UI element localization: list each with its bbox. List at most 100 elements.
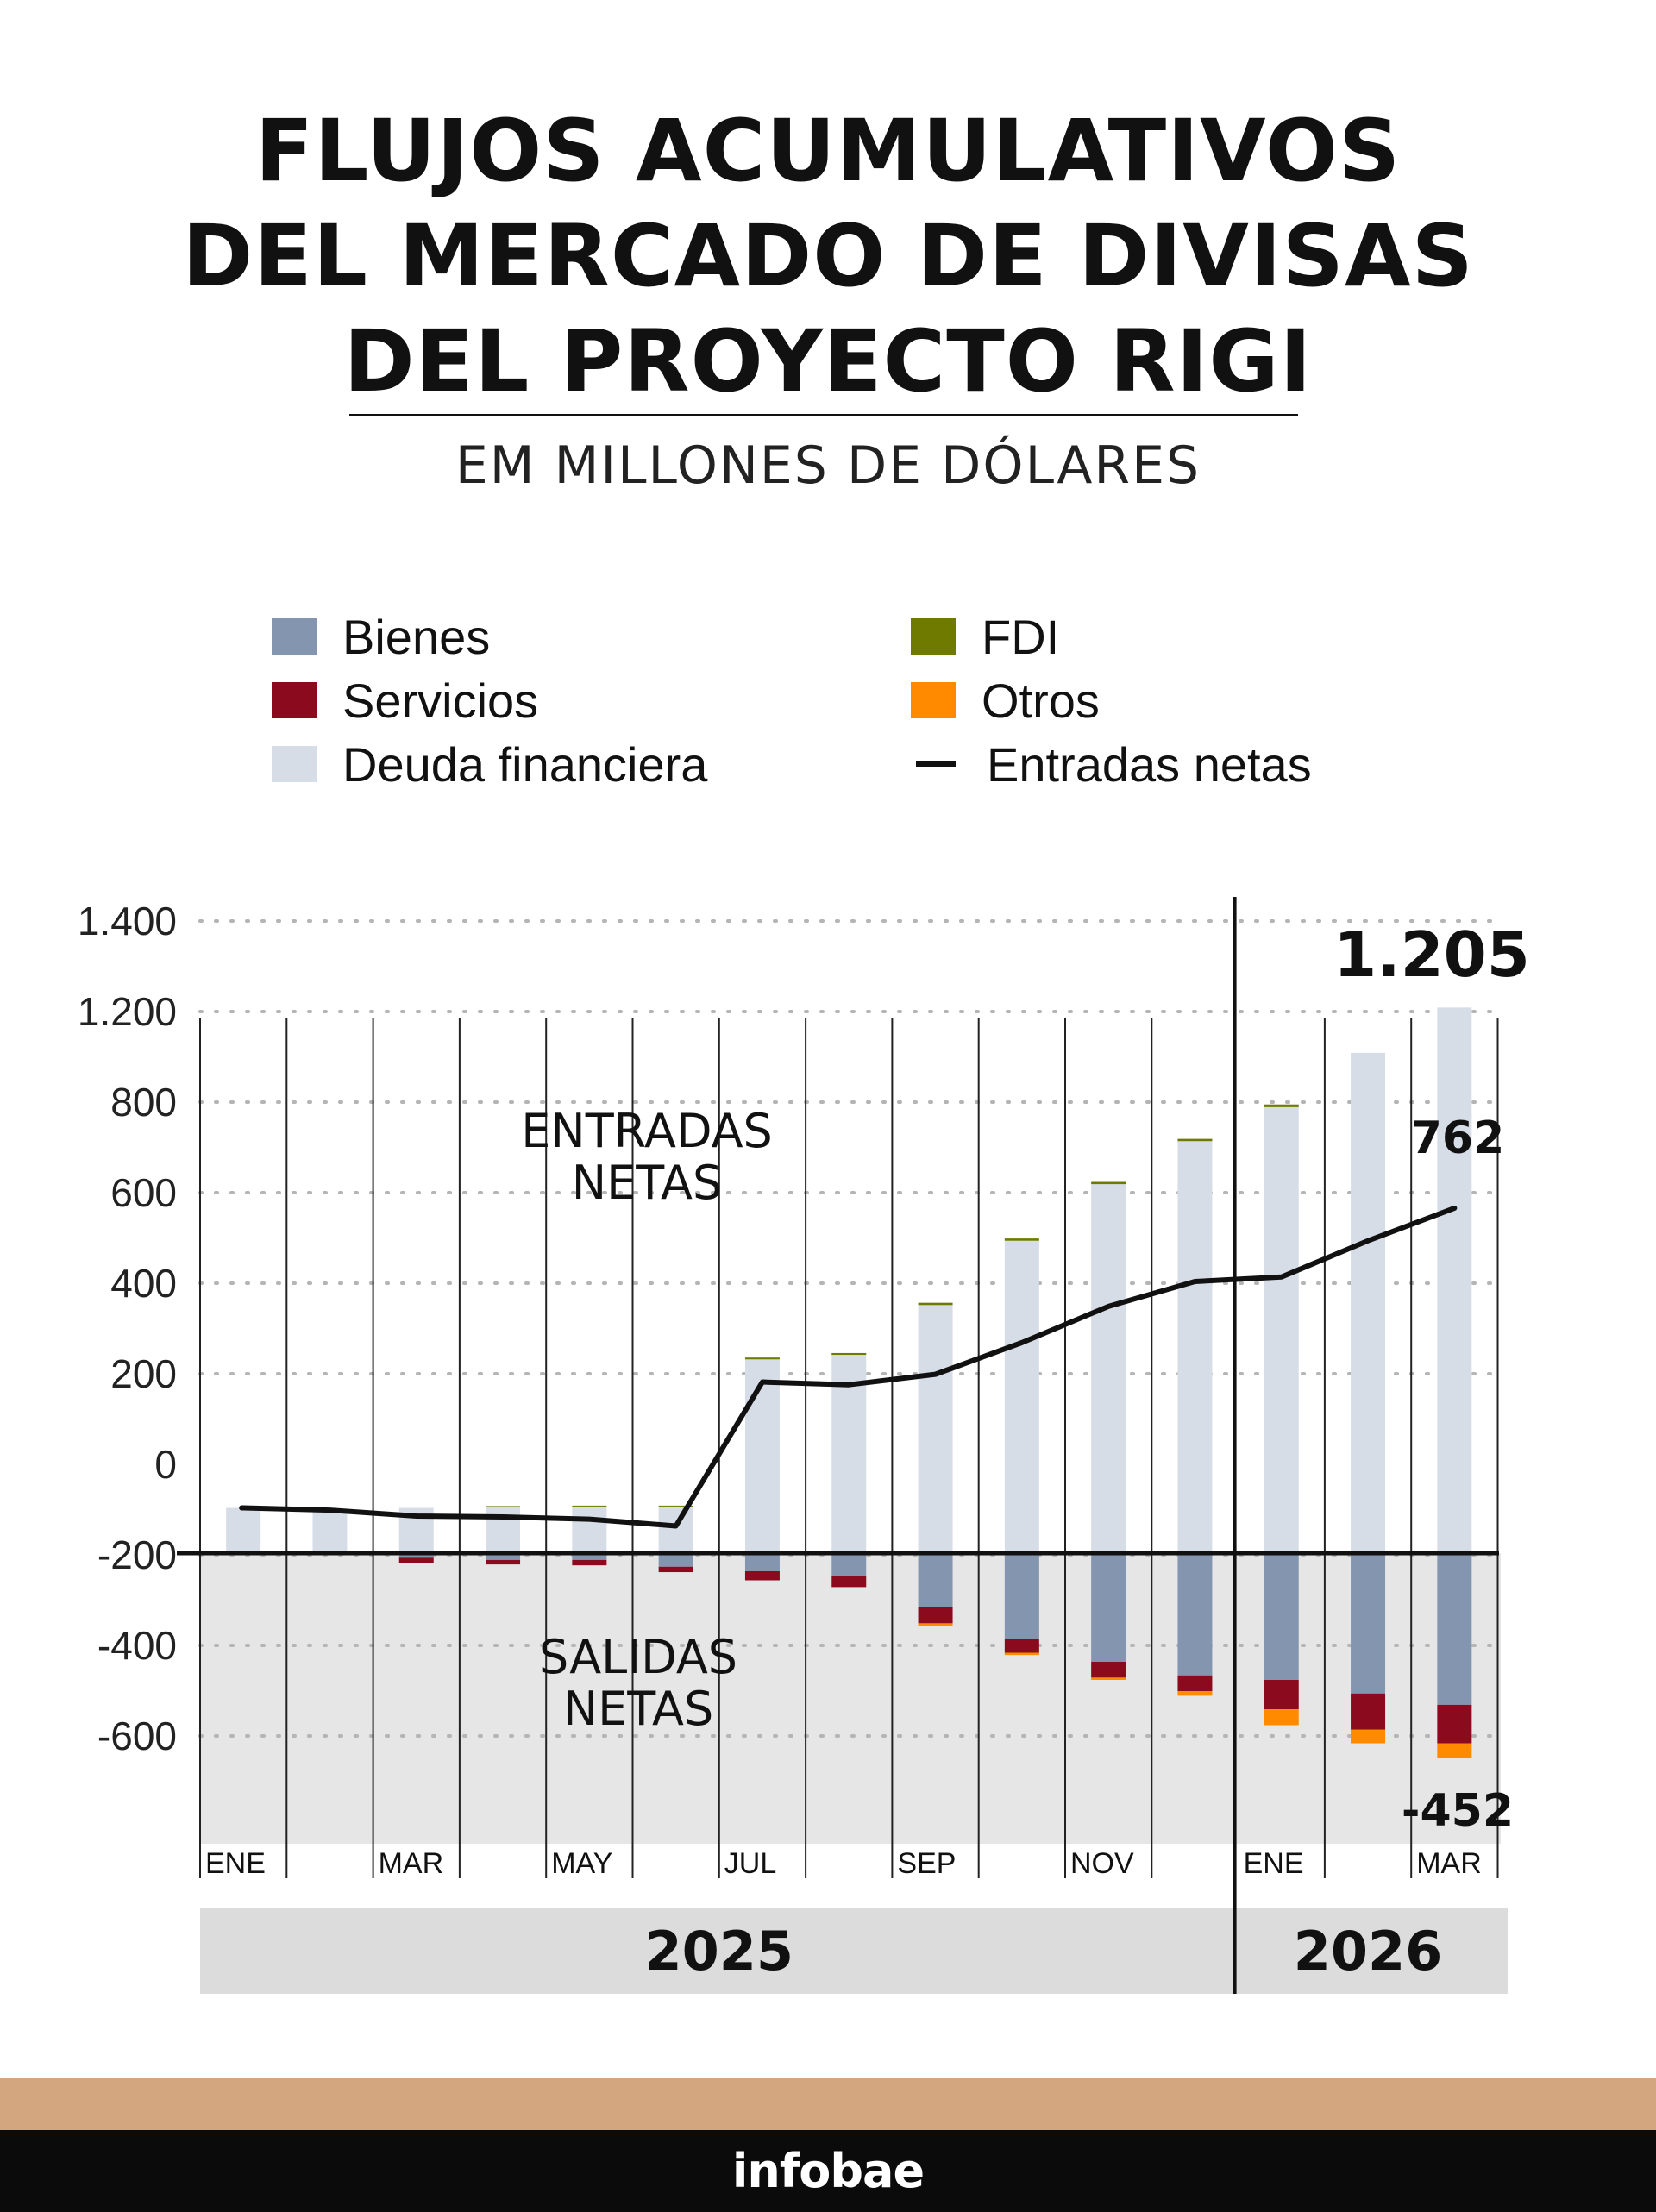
- bar-otros: [918, 1623, 953, 1626]
- y-tick-label: 1.200: [78, 989, 177, 1034]
- bar-otros: [1264, 1709, 1299, 1726]
- legend-item-fdi: FDI: [911, 606, 1059, 667]
- month-label: JUL: [724, 1847, 776, 1880]
- legend-item-deuda-financiera: Deuda financiera: [272, 734, 707, 794]
- legend-swatch: [911, 618, 956, 655]
- y-tick-label: 1.400: [78, 899, 177, 943]
- bar-fdi: [486, 1506, 521, 1507]
- bar-otros: [1091, 1677, 1126, 1680]
- bar-deuda-financiera: [918, 1305, 953, 1553]
- legend-swatch: [272, 746, 317, 782]
- legend-item-servicios: Servicios: [272, 670, 538, 730]
- bar-fdi: [1004, 1238, 1039, 1241]
- bar-deuda-financiera: [744, 1359, 780, 1553]
- chart-area: 1.400 1.200 800 600 400 200 0 -200 -400 -600 ENTRA…: [78, 897, 1530, 1994]
- bar-fdi: [744, 1357, 780, 1360]
- year-label: 2026: [1294, 1920, 1443, 1983]
- zone-label: SALIDAS: [539, 1630, 737, 1684]
- bar-otros: [1177, 1691, 1213, 1696]
- bar-deuda-financiera: [1177, 1141, 1213, 1553]
- bar-otros: [1004, 1652, 1039, 1656]
- bar-deuda-financiera: [572, 1506, 607, 1553]
- bar-fdi: [572, 1505, 607, 1507]
- legend-label: Servicios: [342, 673, 539, 728]
- month-label: ENE: [205, 1847, 266, 1880]
- legend-swatch: [272, 618, 317, 655]
- bar-bienes: [1351, 1553, 1386, 1694]
- net-inflow-line: [239, 1205, 1458, 1529]
- legend-label: Bienes: [342, 609, 491, 664]
- bar-fdi: [1264, 1104, 1299, 1107]
- bar-deuda-financiera: [226, 1507, 261, 1553]
- zone-label: NETAS: [563, 1682, 714, 1736]
- bar-servicios: [1177, 1675, 1213, 1692]
- month-label: MAY: [551, 1847, 612, 1880]
- y-tick-label: -400: [97, 1623, 177, 1668]
- footer-bar: infobae: [0, 2130, 1656, 2212]
- bar-deuda-financiera: [658, 1506, 693, 1553]
- legend-item-entradas-netas: Entradas netas: [911, 734, 1312, 794]
- legend-swatch: [272, 682, 317, 718]
- zone-label: NETAS: [572, 1156, 723, 1210]
- bar-fdi: [658, 1505, 693, 1507]
- bar-bienes: [486, 1553, 521, 1560]
- negative-zone-shading: [200, 1553, 1501, 1844]
- year-band: [200, 1908, 1508, 1994]
- bar-servicios: [1437, 1704, 1472, 1744]
- bar-bienes: [831, 1553, 867, 1576]
- bar-bienes: [1004, 1553, 1039, 1639]
- legend-item-otros: Otros: [911, 670, 1100, 730]
- bar-fdi: [1177, 1138, 1213, 1142]
- bar-bienes: [1264, 1553, 1299, 1680]
- bar-deuda-financiera: [831, 1355, 867, 1553]
- title-line-3: DEL PROYECTO RIGI: [343, 312, 1313, 411]
- bar-fdi: [1091, 1181, 1126, 1185]
- y-tick-label: 0: [154, 1442, 177, 1487]
- zone-label: ENTRADAS: [521, 1104, 773, 1158]
- legend-swatch: [911, 682, 956, 718]
- legend-label: FDI: [982, 609, 1060, 664]
- bar-deuda-financiera: [1351, 1052, 1386, 1553]
- y-tick-label: 200: [110, 1351, 177, 1396]
- bar-servicios: [572, 1559, 607, 1566]
- year-label: 2025: [645, 1920, 794, 1983]
- footer-accent-band: [0, 2078, 1656, 2130]
- y-tick-label: 600: [110, 1170, 177, 1215]
- bar-bienes: [1177, 1553, 1213, 1676]
- bar-servicios: [658, 1566, 693, 1573]
- title-divider: [349, 414, 1298, 416]
- bar-servicios: [744, 1571, 780, 1581]
- month-label: MAR: [379, 1847, 444, 1880]
- bar-deuda-financiera: [1091, 1184, 1126, 1553]
- bar-deuda-financiera: [1437, 1007, 1472, 1553]
- legend-label: Entradas netas: [987, 736, 1312, 792]
- bar-otros: [1351, 1729, 1386, 1744]
- bar-deuda-financiera: [1264, 1106, 1299, 1553]
- month-label: MAR: [1416, 1847, 1482, 1880]
- bar-deuda-financiera: [486, 1507, 521, 1553]
- bar-servicios: [831, 1576, 867, 1588]
- bar-deuda-financiera: [1004, 1240, 1039, 1553]
- month-label: ENE: [1244, 1847, 1304, 1880]
- y-tick-label: 400: [110, 1261, 177, 1306]
- bar-deuda-financiera: [312, 1510, 348, 1553]
- bar-bienes: [918, 1553, 953, 1607]
- bar-bienes: [744, 1553, 780, 1571]
- legend-swatch: [916, 761, 956, 767]
- chart-subtitle: EM MILLONES DE DÓLARES: [455, 436, 1201, 496]
- legend-label: Otros: [982, 673, 1100, 728]
- title-line-1: FLUJOS ACUMULATIVOS: [254, 102, 1402, 201]
- annotation-bottom-value: -452: [1402, 1785, 1514, 1837]
- bar-fdi: [918, 1302, 953, 1306]
- month-label: NOV: [1070, 1847, 1134, 1880]
- bar-servicios: [486, 1559, 521, 1565]
- annotation-top-value: 1.205: [1333, 918, 1530, 991]
- bar-fdi: [831, 1352, 867, 1356]
- bar-bienes: [658, 1553, 693, 1567]
- bar-bienes: [1437, 1553, 1472, 1705]
- bar-servicios: [398, 1557, 434, 1563]
- title-line-2: DEL MERCADO DE DIVISAS: [182, 207, 1474, 306]
- y-tick-label: -600: [97, 1714, 177, 1758]
- bar-otros: [1437, 1743, 1472, 1758]
- bar-bienes: [1091, 1553, 1126, 1662]
